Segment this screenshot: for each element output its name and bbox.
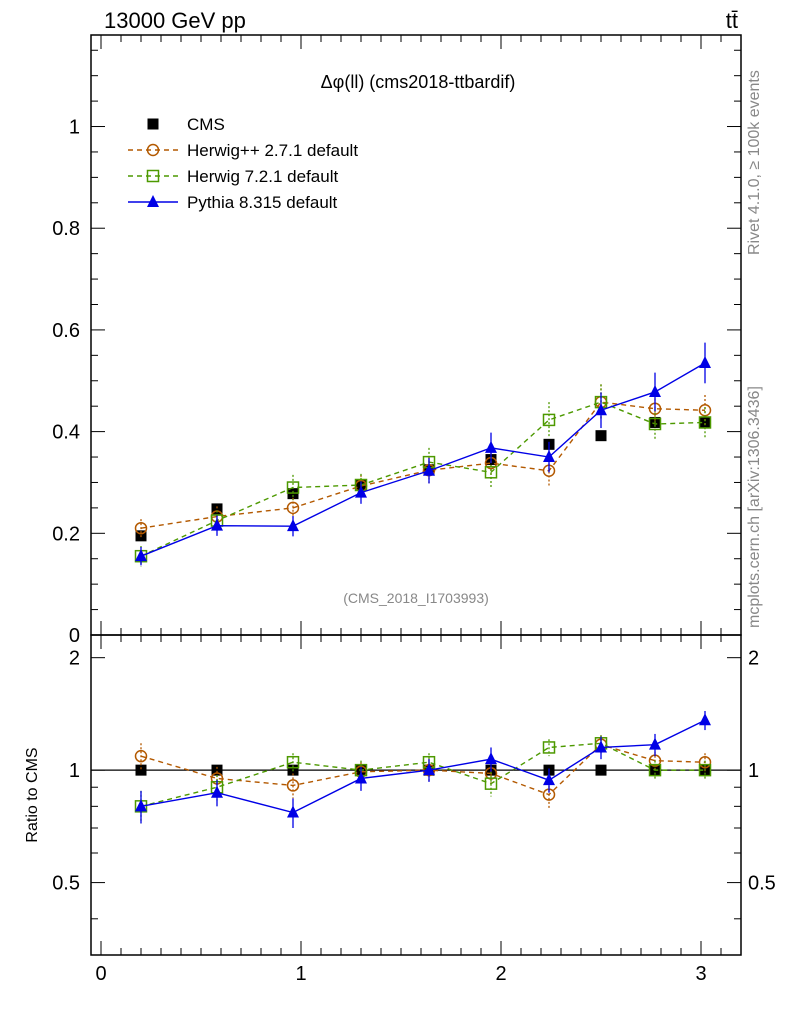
ratio-data-point (286, 779, 300, 792)
main-series-layer (134, 342, 712, 567)
rivet-version-label: Rivet 4.1.0, ≥ 100k events (746, 70, 763, 255)
y-tick-label: 1 (69, 117, 80, 139)
main-data-point (134, 521, 148, 535)
ratio-series-layer (134, 710, 712, 829)
x-tick-label: 3 (695, 963, 706, 985)
y-tick-label: 0.6 (52, 320, 80, 342)
main-data-point (542, 413, 556, 427)
ratio-data-point (485, 752, 497, 765)
y-tick-label: 0.8 (52, 218, 80, 240)
main-series-line (140, 362, 706, 557)
main-data-point (595, 430, 607, 442)
axis-ticks (91, 35, 741, 955)
main-data-point (595, 403, 607, 416)
main-data-point (649, 384, 661, 397)
ratio-data-point (135, 799, 147, 812)
ratio-data-point (595, 740, 607, 753)
ratio-data-point (211, 785, 223, 798)
x-tick-label: 1 (295, 963, 306, 985)
legend-marker (147, 195, 159, 207)
x-tick-label: 0 (95, 963, 106, 985)
legend-label: Herwig 7.2.1 default (187, 167, 338, 186)
main-data-point (543, 450, 555, 463)
ratio-y-tick-label-right: 0.5 (748, 873, 776, 895)
ratio-y-tick-label: 0.5 (52, 873, 80, 895)
main-data-point (211, 503, 223, 515)
ratio-data-point (648, 763, 662, 777)
ratio-data-point (699, 713, 711, 726)
ratio-data-point (542, 741, 556, 754)
ratio-series-line (140, 742, 705, 808)
ratio-data-point (211, 764, 223, 776)
ratio-data-point (423, 763, 435, 776)
ratio-axis-label: Ratio to CMS (24, 747, 41, 842)
ratio-data-point (484, 777, 498, 790)
main-data-point (699, 416, 711, 428)
legend-marker (146, 169, 160, 183)
ratio-panel-frame (90, 634, 742, 956)
x-tick-label: 2 (495, 963, 506, 985)
ratio-data-point (595, 764, 607, 776)
main-data-point (699, 355, 711, 368)
axis-tick-labels: 0 1 2 3 0 0.2 0.4 0.6 0.8 1 0.5 0.5 1 1 2 2 (52, 117, 776, 985)
ratio-data-point (287, 805, 299, 818)
legend-entry: Pythia 8.315 default (128, 193, 338, 212)
y-tick-label: 0.2 (52, 523, 80, 545)
main-data-point (211, 518, 223, 531)
main-data-point (286, 481, 300, 494)
legend-label: CMS (187, 115, 225, 134)
analysis-label: (CMS_2018_I1703993) (343, 590, 489, 606)
legend-label: Herwig++ 2.7.1 default (187, 141, 358, 160)
legend-label: Pythia 8.315 default (187, 193, 338, 212)
ratio-y-tick-label-right: 1 (748, 760, 759, 782)
legend-entry: CMS (147, 115, 225, 134)
y-tick-label: 0 (69, 625, 80, 647)
legend-entry: Herwig++ 2.7.1 default (128, 141, 358, 160)
main-series-3 (135, 342, 711, 566)
legend-marker (146, 143, 160, 157)
main-data-point (135, 549, 147, 562)
collision-energy-label: 13000 GeV pp (104, 8, 246, 33)
ratio-y-tick-label-right: 2 (748, 648, 759, 670)
main-data-point (484, 466, 498, 479)
main-data-point (423, 463, 435, 476)
ratio-data-point (134, 749, 148, 763)
legend: CMS Herwig++ 2.7.1 default Herwig 7.2.1 de… (128, 115, 358, 212)
ratio-series-line (140, 743, 706, 796)
ratio-data-point (698, 763, 712, 777)
main-data-point (485, 440, 497, 453)
main-data-point (286, 501, 300, 515)
ratio-data-point (543, 773, 555, 786)
ratio-y-tick-label: 1 (69, 760, 80, 782)
ratio-data-point (355, 771, 367, 784)
mcplots-source-label: mcplots.cern.ch [arXiv:1306.3436] (746, 386, 763, 628)
ratio-data-point (286, 755, 300, 769)
ratio-data-point (649, 737, 661, 750)
chart-title: Δφ(ll) (cms2018-ttbardif) (321, 72, 516, 92)
ratio-series-3 (135, 710, 711, 829)
ratio-data-point (698, 755, 712, 769)
ratio-y-tick-label: 2 (69, 648, 80, 670)
main-data-point (355, 485, 367, 498)
main-data-point (287, 519, 299, 532)
main-series-2 (134, 384, 712, 567)
main-series-line (140, 401, 706, 557)
ratio-series-line (140, 719, 706, 814)
y-tick-label: 0.4 (52, 422, 80, 444)
process-label: tt̄ (726, 8, 738, 33)
legend-entry: Herwig 7.2.1 default (128, 167, 338, 186)
ratio-data-point (135, 764, 147, 776)
main-data-point (698, 416, 712, 429)
legend-marker (147, 118, 159, 130)
main-data-point (648, 417, 662, 431)
